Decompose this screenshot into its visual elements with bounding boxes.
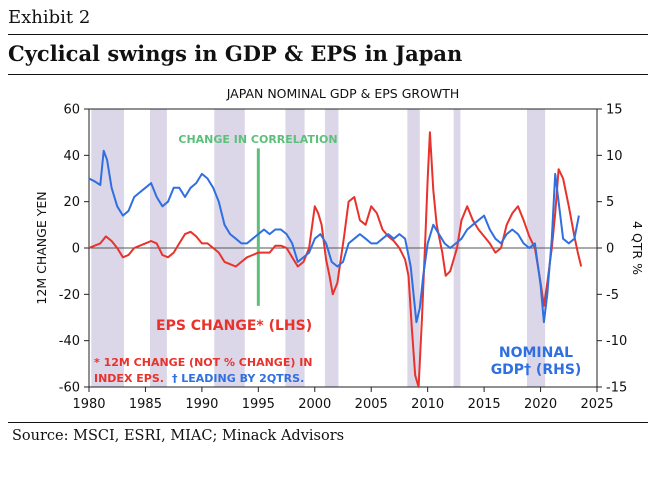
chart-title: JAPAN NOMINAL GDP & EPS GROWTH — [226, 86, 460, 101]
gdp-label-line-1: NOMINAL — [499, 345, 573, 361]
y-right-tick-label-0: 0 — [606, 242, 614, 257]
page-title: Cyclical swings in GDP & EPS in Japan — [8, 41, 463, 66]
footnote-gdp: † LEADING BY 2QTRS. — [172, 372, 304, 385]
x-tick-label-2025: 2025 — [580, 397, 613, 412]
y-right-tick-label-15: 15 — [606, 103, 623, 118]
title-rule — [8, 74, 648, 75]
correlation-label: CHANGE IN CORRELATION — [178, 133, 337, 146]
footnote-line-1: * 12M CHANGE (NOT % CHANGE) IN — [94, 356, 313, 369]
y-left-tick-label-20: 20 — [63, 195, 80, 210]
y-right-tick-label--10: -10 — [606, 334, 627, 349]
y-right-tick-label-10: 10 — [606, 149, 623, 164]
y-axis-label-left: 12M CHANGE YEN — [34, 191, 49, 304]
footer-rule — [8, 422, 648, 423]
y-left-tick-label-40: 40 — [63, 149, 80, 164]
x-tick-label-2020: 2020 — [524, 397, 557, 412]
y-left-tick-label-60: 60 — [63, 103, 80, 118]
footnote-line-2: INDEX EPS. † LEADING BY 2QTRS. — [94, 372, 304, 385]
y-left-tick-label--20: -20 — [59, 288, 80, 303]
y-left-tick-label-0: 0 — [72, 242, 80, 257]
y-left-tick-label--40: -40 — [59, 334, 80, 349]
header-rule — [8, 34, 648, 35]
x-tick-label-1985: 1985 — [129, 397, 162, 412]
footnote-eps: INDEX EPS. — [94, 372, 164, 385]
eps-series-label: EPS CHANGE* (LHS) — [156, 318, 312, 334]
y-left-tick-label--60: -60 — [59, 381, 80, 396]
exhibit-label: Exhibit 2 — [8, 7, 91, 28]
axis-ticks: 1980 1985 1990 1995 2000 2005 2010 2015 2020 2025… — [59, 103, 627, 413]
y-right-tick-label-5: 5 — [606, 195, 614, 210]
y-axis-label-right: 4 QTR % — [630, 221, 645, 275]
x-tick-label-2010: 2010 — [411, 397, 444, 412]
y-right-tick-label--15: -15 — [606, 381, 627, 396]
x-tick-label-1995: 1995 — [242, 397, 275, 412]
x-tick-label-1980: 1980 — [72, 397, 105, 412]
x-tick-label-1990: 1990 — [185, 397, 218, 412]
source-note: Source: MSCI, ESRI, MIAC; Minack Advisor… — [12, 428, 345, 444]
gdp-label-line-2: GDP† (RHS) — [491, 362, 582, 378]
y-right-tick-label--5: -5 — [606, 288, 619, 303]
x-tick-label-2005: 2005 — [355, 397, 388, 412]
x-tick-label-2015: 2015 — [468, 397, 501, 412]
gdp-series-line — [88, 149, 580, 324]
x-tick-label-2000: 2000 — [298, 397, 331, 412]
